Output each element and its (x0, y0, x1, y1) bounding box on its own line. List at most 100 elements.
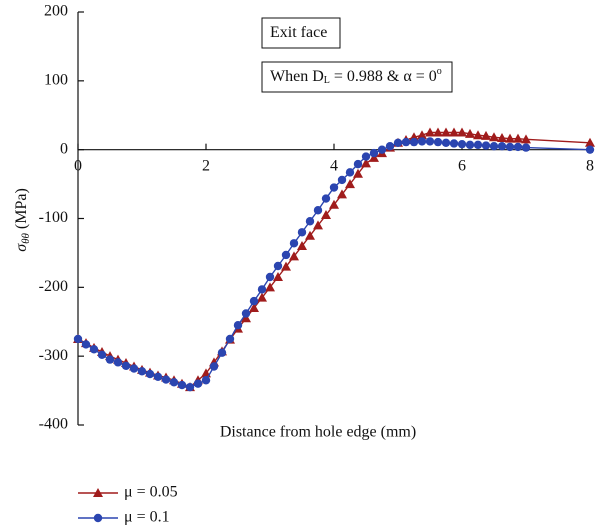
marker (249, 302, 259, 312)
marker (385, 142, 395, 151)
marker (313, 206, 323, 215)
marker (465, 128, 475, 138)
marker (369, 152, 379, 162)
marker (489, 142, 499, 151)
marker (345, 168, 355, 177)
marker (441, 138, 451, 147)
marker (145, 369, 155, 379)
marker (185, 382, 195, 392)
marker (521, 134, 531, 144)
marker (433, 127, 443, 137)
marker (257, 292, 267, 302)
marker (505, 133, 515, 143)
y-label-symbol: σ (13, 243, 30, 252)
marker (433, 137, 443, 147)
annotation-box (261, 17, 341, 49)
marker (193, 379, 203, 388)
y-tick-label: -100 (39, 209, 68, 226)
annotation-part: Exit face (270, 24, 327, 41)
marker (289, 239, 299, 248)
marker (337, 189, 347, 199)
marker (305, 230, 315, 240)
marker (401, 137, 411, 147)
marker (209, 362, 219, 371)
marker (225, 334, 235, 344)
y-tick-label: 100 (44, 72, 68, 89)
y-label-subscript: θθ (20, 233, 32, 244)
marker (345, 179, 355, 189)
marker (161, 375, 171, 384)
legend-marker (93, 513, 103, 523)
marker (169, 378, 179, 387)
y-tick-label: 200 (44, 3, 68, 20)
marker (457, 127, 467, 137)
marker (505, 142, 515, 152)
marker (441, 127, 451, 137)
marker (481, 141, 491, 150)
marker (257, 285, 267, 294)
marker (353, 168, 363, 178)
marker (297, 228, 307, 237)
marker (89, 345, 99, 354)
marker (129, 364, 139, 373)
marker (81, 340, 91, 349)
series-line (77, 140, 591, 388)
marker (465, 140, 475, 150)
y-tick-label: -300 (39, 347, 68, 364)
marker (393, 138, 403, 147)
annotation-part: L (324, 75, 330, 86)
marker (425, 127, 435, 137)
marker (249, 296, 259, 306)
marker (489, 132, 499, 142)
marker (513, 133, 523, 143)
marker (281, 261, 291, 271)
marker (97, 350, 107, 359)
marker (113, 358, 123, 367)
x-tick-label: 4 (330, 157, 338, 174)
marker (513, 142, 523, 152)
marker (297, 241, 307, 251)
marker (457, 139, 467, 149)
marker (361, 158, 371, 168)
marker (177, 380, 187, 390)
x-tick-label: 0 (74, 157, 82, 174)
marker (121, 361, 131, 371)
annotation-box (261, 61, 453, 93)
marker (321, 210, 331, 220)
marker (241, 309, 251, 318)
marker (449, 127, 459, 137)
x-axis-label: Distance from hole edge (mm) (220, 424, 416, 441)
marker (73, 334, 83, 344)
marker (473, 130, 483, 140)
y-tick-label: -400 (39, 416, 68, 433)
marker (313, 220, 323, 230)
y-tick-label: -200 (39, 278, 68, 295)
x-tick-label: 2 (202, 157, 210, 174)
marker (497, 132, 507, 142)
marker (361, 152, 371, 161)
marker (281, 250, 291, 260)
marker (417, 130, 427, 140)
marker (241, 313, 251, 323)
marker (473, 140, 483, 150)
marker (201, 376, 211, 385)
annotation-part: o (437, 66, 442, 77)
y-tick-label: 0 (60, 140, 68, 157)
marker (289, 251, 299, 261)
marker (449, 139, 459, 148)
annotation: When DL = 0.988 & α = 0o (270, 66, 442, 86)
annotation: Exit face (270, 24, 327, 41)
marker (273, 261, 283, 271)
legend-label: μ = 0.1 (124, 509, 170, 526)
annotation-part: = 0.988 & α = 0 (330, 68, 437, 85)
legend-label: μ = 0.05 (124, 484, 178, 501)
marker (137, 367, 147, 376)
marker (265, 272, 275, 282)
marker (337, 175, 347, 185)
marker (329, 199, 339, 209)
annotation-part: When D (270, 68, 324, 85)
marker (425, 137, 435, 146)
marker (329, 183, 339, 192)
marker (377, 145, 387, 154)
